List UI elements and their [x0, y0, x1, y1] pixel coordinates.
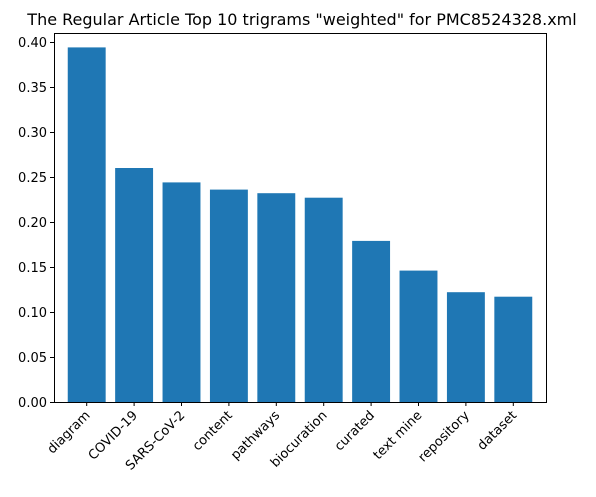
bar-biocuration [304, 197, 343, 402]
y-tick-label: 0.25 [18, 171, 47, 186]
bar-sars-cov-2 [162, 182, 201, 402]
bar-covid-19 [115, 168, 154, 402]
bar-curated [352, 240, 391, 402]
y-tick-label: 0.15 [18, 261, 47, 276]
x-tick-label: content [190, 408, 236, 454]
bar-content [209, 189, 248, 402]
x-tick-label: dataset [475, 408, 520, 453]
x-tick-label: curated [332, 408, 378, 454]
y-axis-ticks: 0.00 0.05 0.10 0.15 0.20 0.25 0.30 0.35 0.40 [18, 36, 54, 411]
y-tick-label: 0.30 [18, 126, 47, 141]
y-tick-label: 0.00 [18, 396, 47, 411]
bars-group [67, 47, 533, 403]
y-tick-label: 0.20 [18, 216, 47, 231]
y-tick-label: 0.10 [18, 306, 47, 321]
bar-diagram [67, 47, 106, 403]
bar-pathways [257, 193, 296, 402]
bar-text-mine [399, 270, 438, 402]
x-tick-label: diagram [45, 408, 94, 457]
y-tick-label: 0.35 [18, 81, 47, 96]
y-tick-label: 0.05 [18, 351, 47, 366]
y-tick-label: 0.40 [18, 36, 47, 51]
bar-repository [446, 292, 485, 402]
plot-frame [54, 33, 547, 403]
x-tick-label: repository [416, 408, 473, 465]
bar-dataset [494, 296, 533, 402]
chart-title: The Regular Article Top 10 trigrams "wei… [26, 10, 576, 29]
